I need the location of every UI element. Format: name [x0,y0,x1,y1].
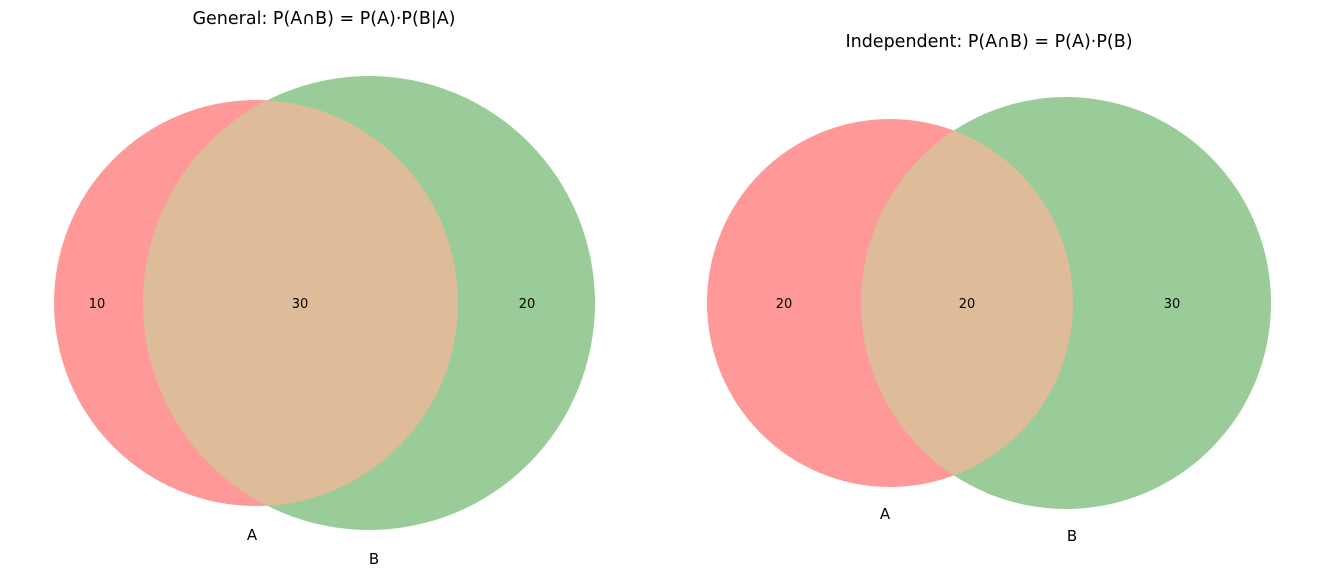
set-b-label: B [1067,527,1077,545]
set-a-label: A [247,526,258,544]
region-intersection-count: 30 [292,297,309,312]
venn-diagram-independent: Independent: P(A∩B) = P(A)·P(B) 20 20 30… [707,32,1271,545]
region-intersection-count: 20 [959,297,976,312]
set-a-label: A [880,505,891,523]
region-b-only-count: 30 [1164,297,1181,312]
diagram-title: General: P(A∩B) = P(A)·P(B|A) [192,9,455,29]
region-a-only-count: 20 [776,297,793,312]
region-b-only-count: 20 [519,297,536,312]
region-a-only-count: 10 [89,297,106,312]
venn-diagram-general: General: P(A∩B) = P(A)·P(B|A) 10 30 20 A… [54,9,595,568]
intersection-region [143,100,458,506]
diagram-title: Independent: P(A∩B) = P(A)·P(B) [845,32,1132,52]
intersection-region [861,119,1073,487]
set-b-label: B [369,550,379,568]
